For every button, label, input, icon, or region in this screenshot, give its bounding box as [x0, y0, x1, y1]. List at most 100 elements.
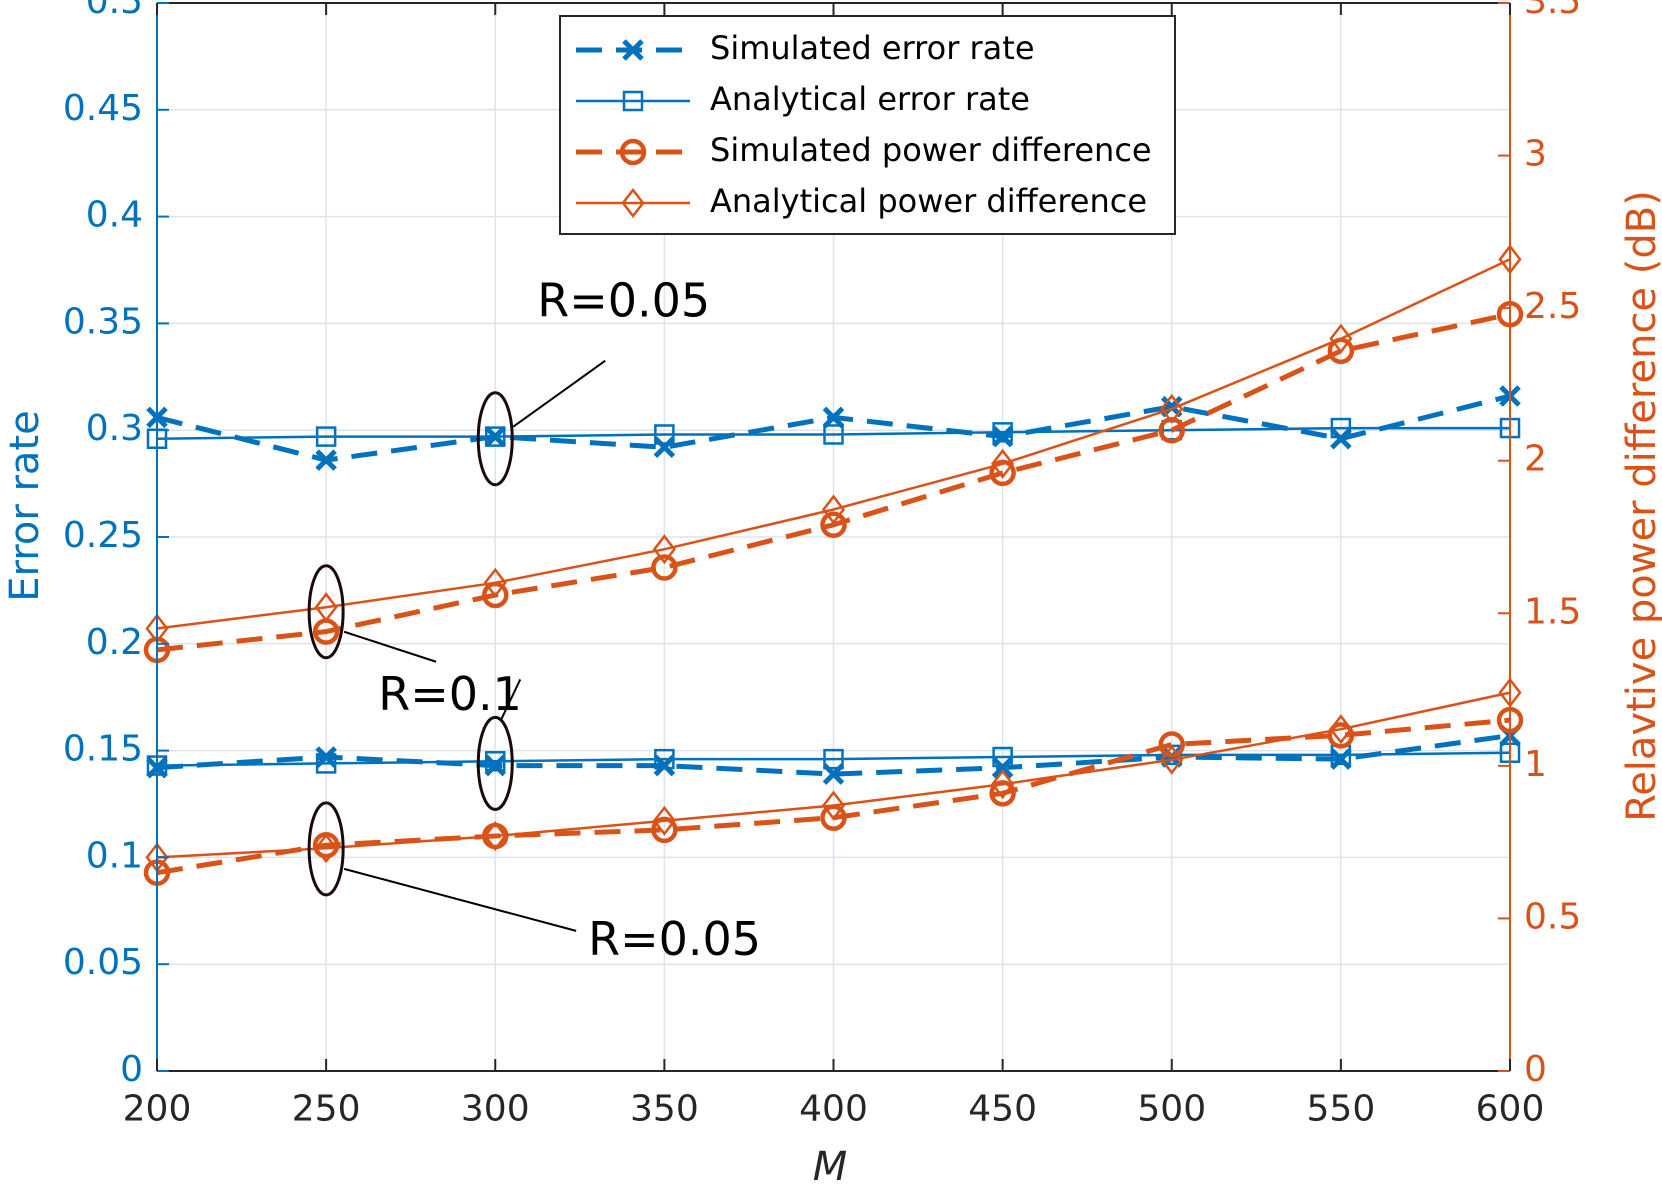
annotation-4: R=0.05	[307, 801, 761, 966]
annotations: R=0.05 R=0.1 R=0.05	[307, 274, 761, 966]
marker-circle	[1158, 731, 1185, 758]
y-tick-label-left: 0.3	[86, 408, 143, 449]
annotation-1: R=0.05	[476, 274, 710, 487]
marker-square	[992, 746, 1013, 768]
marker-circle	[1327, 722, 1355, 749]
x-tick-label: 550	[1307, 1089, 1376, 1130]
annotation-leader-line	[512, 359, 606, 428]
marker-diamond	[1160, 744, 1184, 775]
marker-diamond	[1329, 714, 1353, 745]
marker-circle	[1158, 416, 1185, 444]
marker-circle	[651, 816, 678, 844]
y-tick-label-right: 1.5	[1524, 591, 1581, 632]
marker-diamond	[991, 448, 1015, 479]
marker-square	[654, 424, 675, 445]
marker-square	[315, 753, 337, 774]
marker-diamond	[652, 805, 676, 836]
marker-square	[654, 748, 675, 770]
marker-x	[653, 436, 676, 459]
axes: 0 0.05 0.1 0.15 0.2 0.25 0.3 0.35 0.4 0.45 0.5 0 0.5…	[63, 0, 1581, 1130]
x-tick-label: 450	[968, 1089, 1037, 1130]
marker-x	[991, 756, 1014, 779]
series-line	[156, 751, 1511, 767]
y-axis-label-left: Error rate	[2, 410, 48, 601]
marker-diamond	[483, 567, 507, 598]
y-tick-label-left: 0.5	[86, 0, 143, 22]
y-axis-label-right: Relavtive power difference (dB)	[1619, 190, 1662, 822]
legend-item: Analytical error rate	[576, 80, 1030, 118]
x-tick-label: 600	[1476, 1089, 1545, 1130]
marker-diamond	[483, 820, 507, 852]
marker-square	[823, 424, 844, 445]
annotation-ellipse	[476, 715, 514, 811]
y-tick-label-right: 0.5	[1524, 896, 1581, 937]
series-line	[156, 733, 1511, 777]
legend-item: Analytical power difference	[576, 182, 1147, 220]
x-tick-label: 300	[461, 1089, 530, 1130]
marker-diamond	[821, 494, 846, 525]
annotation-leader-line	[343, 630, 437, 663]
legend: Simulated error rate Analytical error rat…	[559, 15, 1176, 235]
legend-item: Simulated error rate	[576, 29, 1035, 67]
y-tick-label-left: 0.15	[63, 729, 143, 770]
series-line	[156, 258, 1511, 630]
y-tick-label-left: 0	[120, 1049, 143, 1090]
marker-square	[823, 748, 844, 770]
y-tick-label-left: 0.1	[86, 835, 143, 876]
x-tick-label: 500	[1137, 1089, 1206, 1130]
marker-square	[315, 426, 337, 447]
annotation-label: R=0.05	[537, 274, 710, 328]
legend-label: Analytical error rate	[710, 80, 1030, 118]
annotation-leader-line	[343, 867, 577, 932]
y-tick-label-right: 3	[1524, 134, 1547, 175]
annotation-2: R=0.1	[307, 564, 522, 721]
marker-circle	[989, 459, 1016, 487]
series-ana-diamond-R-0-1	[145, 244, 1522, 644]
series-line	[156, 691, 1511, 859]
marker-circle	[820, 511, 847, 539]
series-line	[156, 426, 1510, 440]
legend-label: Simulated error rate	[710, 29, 1035, 67]
marker-diamond	[991, 769, 1015, 800]
marker-x	[484, 754, 507, 777]
series-layer	[143, 244, 1524, 886]
y-tick-label-left: 0.2	[86, 622, 143, 663]
x-axis-label: M	[813, 1144, 848, 1190]
legend-label: Analytical power difference	[710, 182, 1147, 220]
annotation-3	[476, 678, 522, 811]
marker-circle	[651, 554, 678, 581]
marker-x	[1330, 427, 1352, 450]
series-line	[156, 311, 1511, 653]
marker-circle	[989, 780, 1016, 807]
marker-diamond	[1160, 393, 1184, 424]
y-tick-label-right: 1	[1524, 744, 1547, 785]
marker-x	[1330, 748, 1352, 770]
annotation-ellipse	[307, 564, 345, 660]
y-tick-label-right: 2	[1524, 439, 1547, 480]
annotation-ellipse	[476, 391, 514, 487]
y-tick-label-right: 2.5	[1524, 286, 1581, 327]
annotation-leader-line	[500, 678, 522, 720]
y-tick-label-left: 0.05	[63, 942, 143, 983]
marker-square	[485, 426, 506, 447]
annotation-label: R=0.05	[588, 912, 761, 966]
marker-square	[992, 422, 1013, 443]
series-ana-diamond-R-0-05	[145, 677, 1522, 873]
marker-diamond	[314, 592, 338, 623]
y-tick-label-left: 0.45	[63, 88, 143, 129]
marker-diamond	[1329, 323, 1353, 354]
marker-square	[485, 751, 506, 772]
y-tick-label-right: 0	[1524, 1049, 1547, 1090]
marker-x	[991, 425, 1014, 448]
marker-diamond	[314, 833, 338, 864]
marker-x	[822, 406, 845, 429]
x-tick-label: 400	[799, 1089, 868, 1130]
y-tick-label-left: 0.25	[63, 515, 143, 556]
x-tick-label: 250	[292, 1089, 361, 1130]
y-tick-label-left: 0.35	[63, 301, 143, 342]
marker-diamond	[821, 790, 846, 821]
marker-square	[1330, 417, 1352, 439]
marker-circle	[619, 138, 647, 166]
annotation-label: R=0.1	[378, 667, 522, 721]
